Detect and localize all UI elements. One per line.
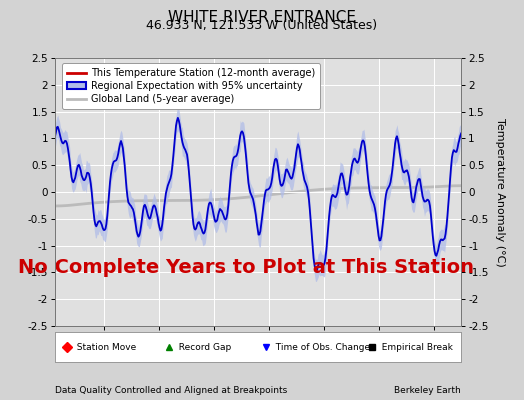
Legend: This Temperature Station (12-month average), Regional Expectation with 95% uncer: This Temperature Station (12-month avera… [62,63,320,109]
Y-axis label: Temperature Anomaly (°C): Temperature Anomaly (°C) [495,118,505,266]
Text: WHITE RIVER ENTRANCE: WHITE RIVER ENTRANCE [168,10,356,25]
Text: 46.933 N, 121.533 W (United States): 46.933 N, 121.533 W (United States) [146,19,378,32]
Text: Berkeley Earth: Berkeley Earth [395,386,461,395]
Text: Record Gap: Record Gap [173,342,231,352]
Text: Empirical Break: Empirical Break [376,342,453,352]
Text: Data Quality Controlled and Aligned at Breakpoints: Data Quality Controlled and Aligned at B… [55,386,287,395]
Text: Station Move: Station Move [71,342,137,352]
Text: No Complete Years to Plot at This Station: No Complete Years to Plot at This Statio… [18,258,474,276]
Text: Time of Obs. Change: Time of Obs. Change [270,342,370,352]
